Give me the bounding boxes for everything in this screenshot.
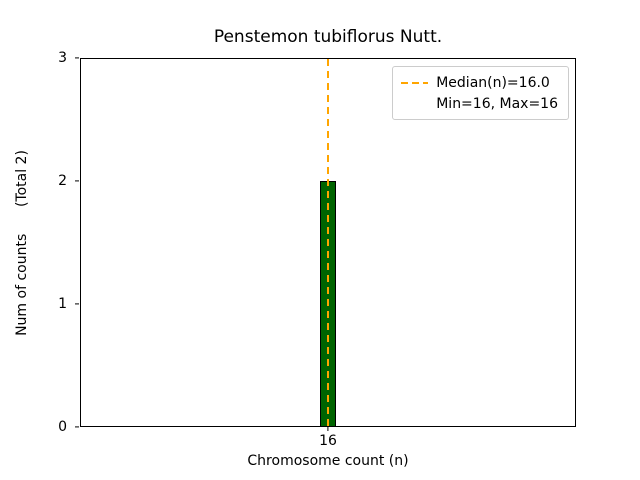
x-tick-mark [327,427,329,431]
legend: Median(n)=16.0 Min=16, Max=16 [392,66,569,120]
y-tick-label: 2 [58,173,67,189]
x-ticks: 16 [80,427,576,457]
median-line [327,59,329,426]
legend-label-median: Median(n)=16.0 [436,74,550,91]
plot-area: Median(n)=16.0 Min=16, Max=16 [80,58,576,427]
y-tick-label: 3 [58,50,67,66]
legend-item-median: Median(n)=16.0 [401,72,558,93]
y-tick-mark [75,426,79,428]
legend-label-minmax: Min=16, Max=16 [436,95,558,112]
x-tick-label: 16 [319,433,337,449]
y-tick-label: 1 [58,296,67,312]
y-ticks: 0 1 2 3 [0,50,80,435]
y-tick-label: 0 [58,419,67,435]
y-tick-mark [75,57,79,59]
y-tick-mark [75,303,79,305]
legend-sample-empty [401,103,428,105]
y-tick-mark [75,180,79,182]
chart-title: Penstemon tubiflorus Nutt. [213,27,443,47]
legend-item-minmax: Min=16, Max=16 [401,93,558,114]
x-axis-label: Chromosome count (n) [247,453,409,469]
median-dashed-line-icon [401,81,429,84]
